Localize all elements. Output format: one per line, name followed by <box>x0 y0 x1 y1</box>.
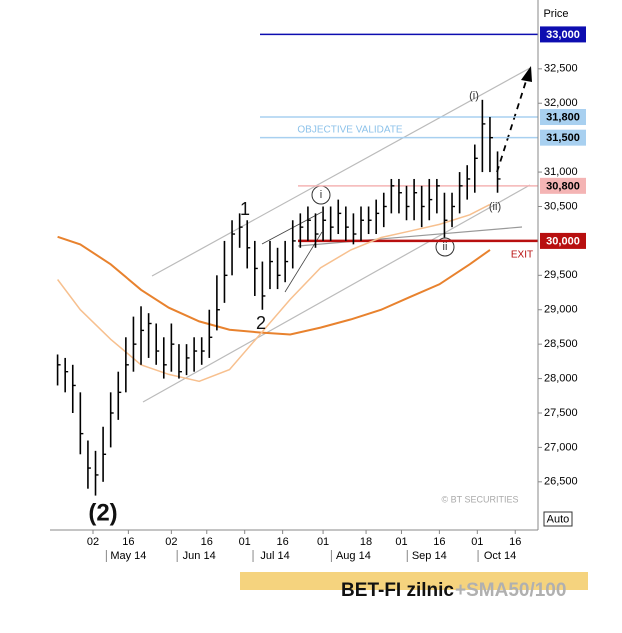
plot <box>56 33 538 496</box>
y-tick-label: 28,000 <box>544 372 578 384</box>
wave-circle <box>435 237 455 257</box>
y-tick-label: 32,500 <box>544 63 578 75</box>
neckline <box>297 226 523 247</box>
level-label-bg <box>540 26 586 43</box>
wave-label: (ii) <box>489 201 501 213</box>
level-label: 30,800 <box>546 180 580 192</box>
level-label: 30,000 <box>546 235 580 247</box>
level-label-bg <box>540 109 586 126</box>
scale-button[interactable] <box>543 511 573 527</box>
y-tick-label: 28,500 <box>544 338 578 350</box>
scale-button-label[interactable]: Auto <box>547 513 570 525</box>
x-tick-label: 02 <box>165 536 177 548</box>
channel-upper <box>151 67 531 277</box>
x-tick-label: 16 <box>276 536 288 548</box>
month-label: Aug 14 <box>336 550 371 562</box>
y-tick-label: 32,000 <box>544 97 578 109</box>
title-banner <box>240 572 588 590</box>
level-label: 33,000 <box>546 29 580 41</box>
x-tick-label: 16 <box>201 536 213 548</box>
y-tick-label: 31,000 <box>544 166 578 178</box>
channel-lower <box>142 184 531 403</box>
month-label: Oct 14 <box>484 550 516 562</box>
wave-label: 2 <box>256 313 266 333</box>
x-tick-label: 01 <box>239 536 251 548</box>
y-tick-label: 26,500 <box>544 476 578 488</box>
x-tick-label: 01 <box>395 536 407 548</box>
month-label: Sep 14 <box>412 550 447 562</box>
level-label-bg <box>540 177 586 194</box>
wave-label: (2) <box>88 499 117 526</box>
y-tick-label: 29,000 <box>544 304 578 316</box>
wave-label: 1 <box>240 199 250 219</box>
y-tick-label: 27,500 <box>544 407 578 419</box>
x-tick-label: 16 <box>122 536 134 548</box>
month-label: Jun 14 <box>183 550 216 562</box>
x-tick-label: 01 <box>317 536 329 548</box>
level-label-bg <box>540 232 586 249</box>
level-label: 31,500 <box>546 132 580 144</box>
wave-label: ii <box>443 241 448 253</box>
y-tick-label: 27,000 <box>544 441 578 453</box>
chart-subtitle: +SMA50/100 <box>455 580 566 601</box>
level-label: 31,800 <box>546 111 580 123</box>
wave-label: OBJECTIVE VALIDATE <box>297 125 403 136</box>
x-tick-label: 16 <box>433 536 445 548</box>
y-axis-title: Price <box>543 8 568 20</box>
moving-average <box>57 235 491 336</box>
month-label: May 14 <box>110 550 146 562</box>
x-tick-label: 16 <box>509 536 521 548</box>
level-label-bg <box>540 129 586 146</box>
forecast-arrow <box>496 77 528 173</box>
x-tick-label: 01 <box>471 536 483 548</box>
wave-label: EXIT <box>511 250 533 261</box>
y-tick-label: 30,500 <box>544 200 578 212</box>
chart-title: BET-FI zilnic <box>341 580 454 601</box>
x-tick-label: 18 <box>360 536 372 548</box>
watermark: © BT SECURITIES <box>442 494 519 504</box>
x-tick-label: 02 <box>87 536 99 548</box>
wave-label: (i) <box>469 90 479 102</box>
y-tick-label: 29,500 <box>544 269 578 281</box>
trend-lines <box>142 66 532 403</box>
month-label: Jul 14 <box>260 550 289 562</box>
arrow-head <box>521 66 532 82</box>
wave-label: i <box>320 189 322 201</box>
